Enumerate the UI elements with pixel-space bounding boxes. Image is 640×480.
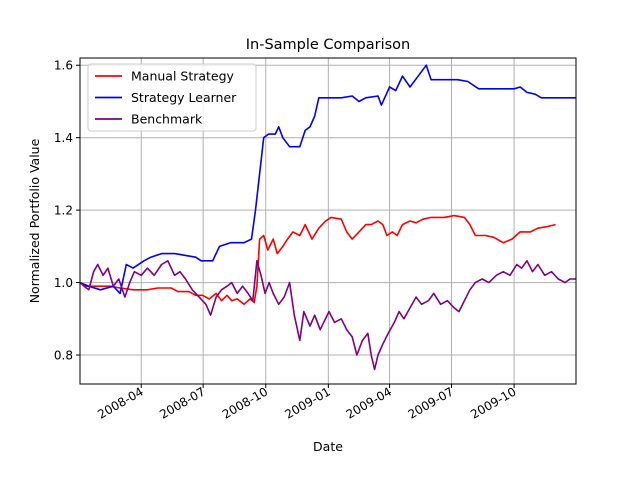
legend-label: Strategy Learner [131, 90, 237, 105]
y-tick-label: 1.0 [54, 276, 73, 290]
series-line-0 [80, 214, 556, 306]
y-axis-label: Normalized Portfolio Value [27, 138, 42, 303]
legend: Manual Strategy Strategy Learner Benchmark [87, 63, 257, 132]
chart-title: In-Sample Comparison [246, 37, 411, 53]
x-axis-label: Date [313, 439, 343, 454]
y-tick-label: 1.4 [54, 131, 73, 145]
series-line-1 [80, 64, 576, 295]
legend-box [87, 63, 257, 132]
series-layer [80, 64, 576, 371]
y-tick-label: 0.8 [54, 349, 73, 363]
series-line-2 [80, 260, 576, 371]
legend-label: Benchmark [131, 112, 203, 127]
y-tick-label: 1.6 [54, 59, 73, 73]
legend-label: Manual Strategy [131, 69, 235, 84]
y-tick-label: 1.2 [54, 204, 73, 218]
